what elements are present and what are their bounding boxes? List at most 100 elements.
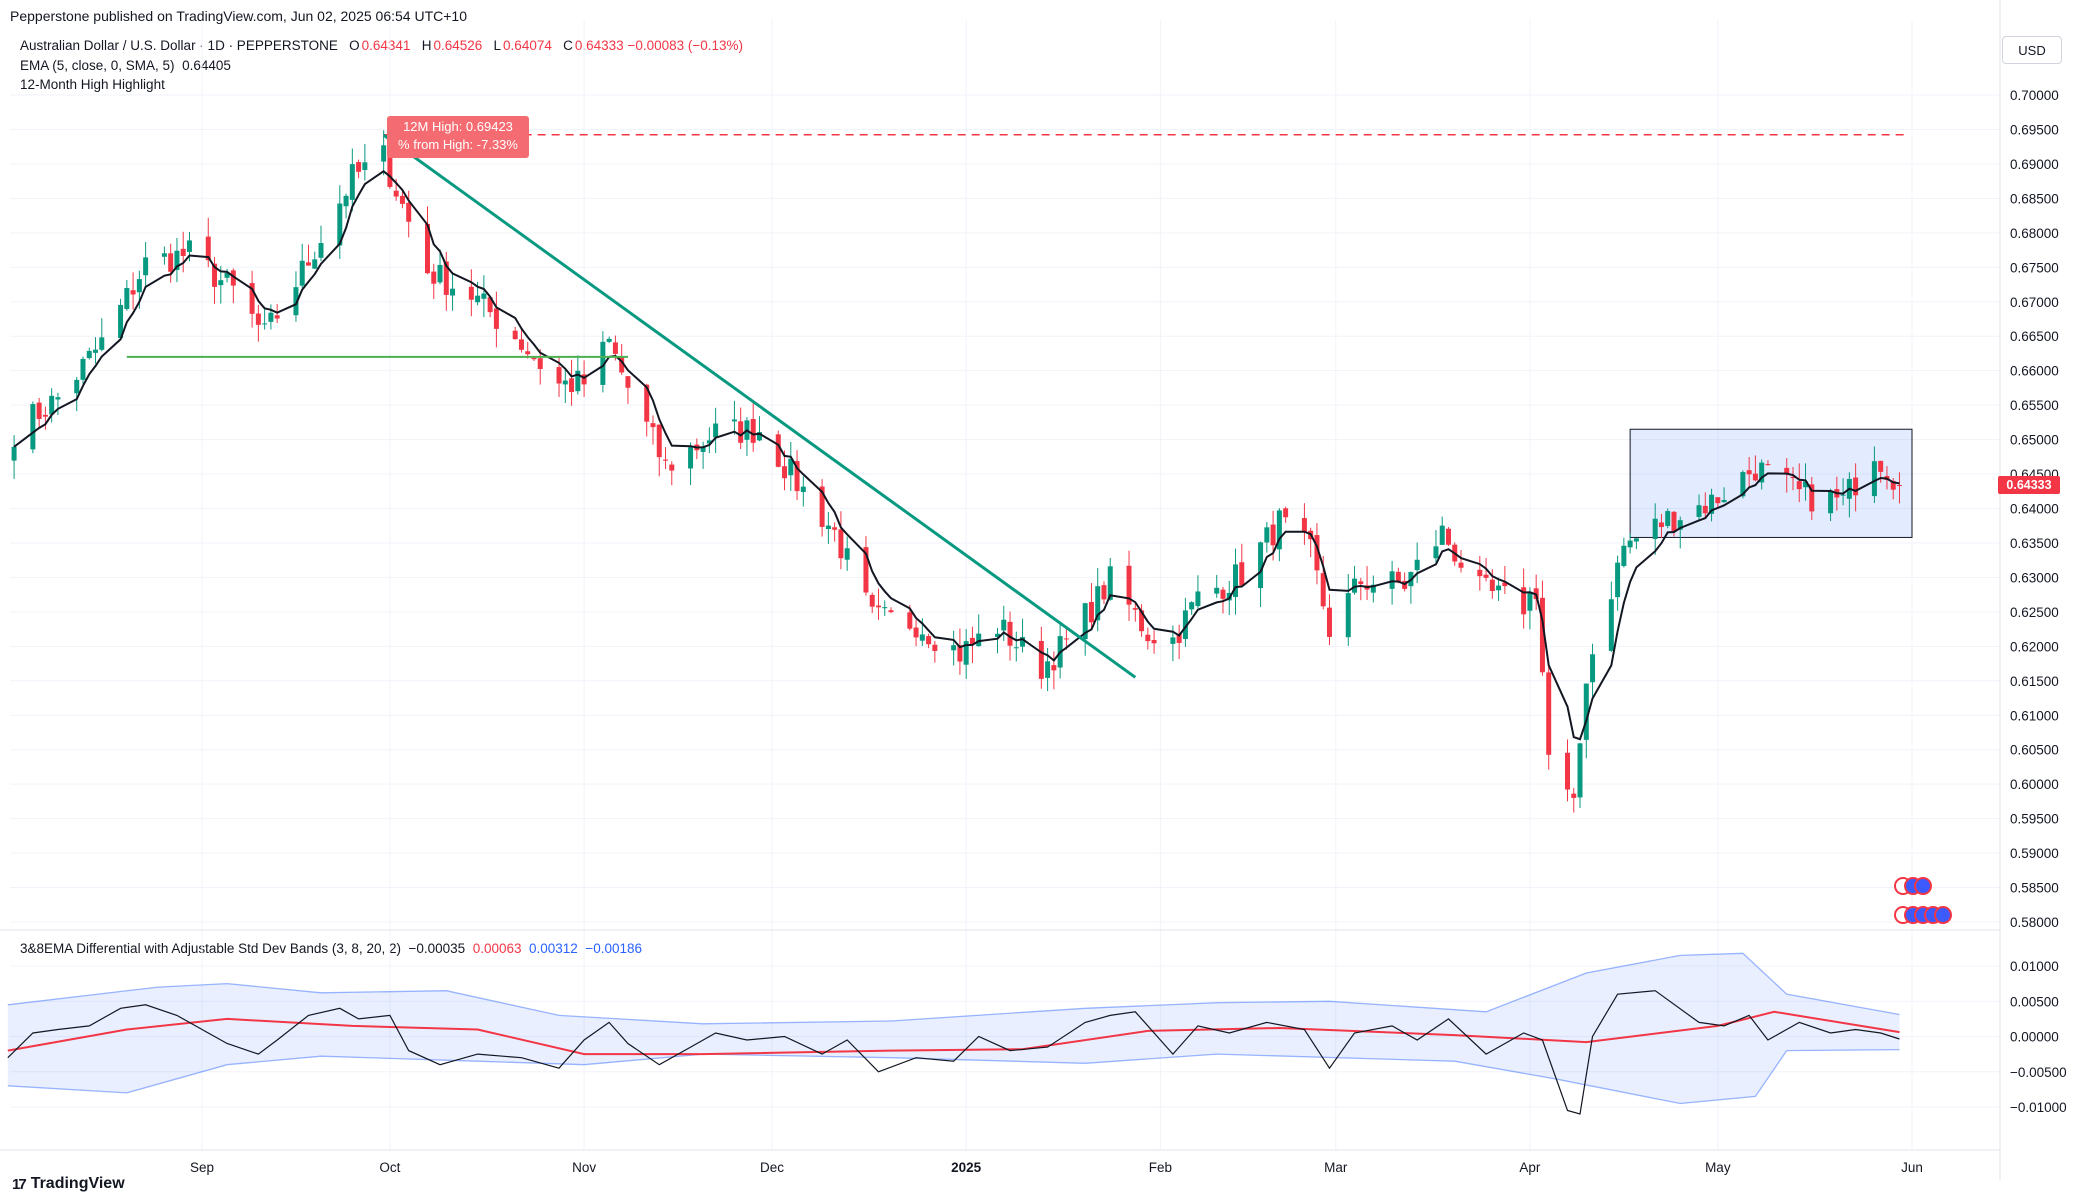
ema-value: 0.64405 (182, 58, 231, 73)
close-value: 0.64333 (574, 38, 624, 53)
price-tick-label: 0.60000 (2010, 777, 2059, 792)
candle-body (1176, 633, 1182, 643)
candle-body (130, 290, 136, 295)
candle-body (36, 402, 42, 419)
candle-body (963, 641, 969, 665)
osc-tick-label: 0.00500 (2010, 994, 2059, 1009)
candle-body (656, 424, 662, 458)
candle-body (424, 223, 430, 274)
tradingview-logo[interactable]: 17 TradingView (12, 1175, 125, 1193)
symbol-legend: Australian Dollar / U.S. Dollar · 1D · P… (20, 38, 743, 53)
candle-body (832, 527, 838, 530)
candle-body (1270, 524, 1276, 546)
highlight-legend: 12-Month High Highlight (20, 77, 165, 92)
price-tick-label: 0.61000 (2010, 708, 2059, 723)
oscillator-legend: 3&8EMA Differential with Adjustable Std … (20, 941, 642, 956)
candle-body (1477, 569, 1483, 577)
upper-band-line (7, 952, 1900, 1025)
price-tick-label: 0.63500 (2010, 536, 2059, 551)
candle-body (957, 645, 963, 662)
candle-body (1445, 528, 1451, 545)
candle-body (343, 195, 349, 207)
price-tick-label: 0.62500 (2010, 605, 2059, 620)
signal-line (7, 1010, 1900, 1056)
downtrend-line (382, 133, 1137, 679)
price-tick-label: 0.69000 (2010, 157, 2059, 172)
candle-body (756, 432, 762, 441)
candle-body (838, 529, 844, 559)
candle-body (888, 610, 894, 613)
twelve-month-high-label: 12M High: 0.69423 % from High: -7.33% (387, 116, 529, 158)
price-tick-label: 0.67000 (2010, 295, 2059, 310)
candle-body (212, 263, 218, 287)
price-tick-label: 0.68500 (2010, 191, 2059, 206)
candle-body (1063, 638, 1069, 640)
candle-body (932, 644, 938, 651)
candle-body (531, 357, 537, 360)
candle-body (1038, 640, 1044, 679)
event-flags-au[interactable] (1894, 877, 1932, 895)
candle-body (1013, 647, 1019, 649)
price-tick-label: 0.69500 (2010, 122, 2059, 137)
price-tick-label: 0.70000 (2010, 88, 2059, 103)
candle-body (30, 404, 36, 450)
candle-body (1320, 573, 1326, 607)
candle-body (1746, 470, 1752, 475)
candle-body (431, 271, 437, 284)
osc-tick-label: −0.01000 (2010, 1100, 2067, 1115)
candle-body (1233, 564, 1239, 597)
oscillator-lower-value: −0.00186 (585, 941, 643, 956)
tradingview-brand: TradingView (30, 1175, 125, 1192)
candle-body (650, 423, 656, 428)
candle-body (487, 297, 493, 313)
candle-body (481, 293, 487, 299)
candle-body (1414, 559, 1420, 571)
candle-body (1665, 511, 1671, 526)
candle-body (230, 270, 236, 286)
candle-body (562, 380, 568, 385)
low-label: L (493, 38, 502, 53)
price-tick-label: 0.64000 (2010, 502, 2059, 517)
candle-body (475, 295, 481, 303)
event-flag-icon[interactable] (1934, 906, 1952, 924)
candle-body (1765, 464, 1771, 466)
currency-button[interactable]: USD (2002, 36, 2062, 64)
consolidation-range-box (1629, 428, 1913, 538)
candle-body (362, 162, 368, 171)
time-tick-label: 2025 (951, 1160, 982, 1175)
candle-body (99, 337, 105, 350)
candle-body (951, 645, 957, 651)
candle-body (1803, 481, 1809, 488)
candle-body (1502, 582, 1508, 587)
event-flag-icon[interactable] (1914, 877, 1932, 895)
candle-body (1752, 473, 1758, 481)
candle-body (994, 633, 1000, 637)
candle-body (1627, 540, 1633, 548)
candle-body (468, 286, 474, 300)
time-tick-label: Nov (572, 1160, 596, 1175)
candle-body (293, 287, 299, 316)
candle-body (1483, 574, 1489, 578)
candle-body (556, 367, 562, 384)
candle-body (1871, 461, 1877, 497)
candle-body (1577, 743, 1583, 798)
tradingview-mark-icon: 17 (12, 1175, 27, 1193)
candle-body (1496, 585, 1502, 591)
candle-body (1796, 481, 1802, 490)
candle-body (1020, 637, 1026, 647)
candle-body (512, 330, 518, 340)
event-flags-us[interactable] (1894, 906, 1952, 924)
candle-body (1840, 494, 1846, 496)
price-tick-label: 0.61500 (2010, 674, 2059, 689)
oscillator-signal-value: 0.00063 (472, 941, 522, 956)
symbol-title: Australian Dollar / U.S. Dollar · 1D · P… (20, 38, 338, 53)
candle-body (1721, 499, 1727, 503)
ema-line (13, 169, 1900, 741)
candle-body (1276, 510, 1282, 550)
candle-body (161, 253, 167, 257)
candle-body (118, 304, 124, 339)
candle-body (1652, 518, 1658, 540)
close-label: C (563, 38, 573, 53)
candle-body (268, 312, 274, 322)
